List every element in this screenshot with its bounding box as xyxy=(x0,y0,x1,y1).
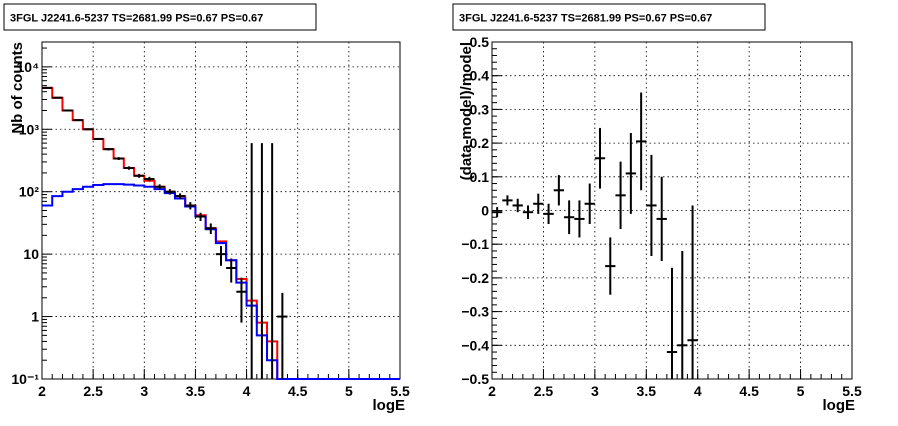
x-tick-label: 5.5 xyxy=(390,383,410,399)
counts-title: 3FGL J2241.6-5237 TS=2681.99 PS=0.67 PS=… xyxy=(10,13,263,25)
y-tick-label: 0.2 xyxy=(470,135,490,151)
x-tick-label: 2 xyxy=(38,383,46,399)
counts-title-box xyxy=(3,3,317,31)
y-tick-label: 0.3 xyxy=(470,101,490,117)
y-tick-label: 0 xyxy=(481,203,489,219)
y-tick-label: 10⁴ xyxy=(17,59,40,75)
residuals-series xyxy=(492,92,698,379)
x-tick-label: 4.5 xyxy=(288,383,308,399)
counts-plot-frame xyxy=(41,41,401,380)
y-tick-label: 0.5 xyxy=(470,34,490,50)
x-tick-label: 2 xyxy=(488,383,496,399)
residuals-y-axis-label: (data-model)/model xyxy=(458,42,475,180)
x-tick-label: 4.5 xyxy=(739,383,759,399)
x-tick-label: 5 xyxy=(797,383,805,399)
x-tick-label: 2.5 xyxy=(83,383,103,399)
x-tick-label: 5 xyxy=(345,383,353,399)
y-tick-label: 10³ xyxy=(19,121,40,137)
x-tick-label: 5.5 xyxy=(842,383,862,399)
y-tick-label: −0.5 xyxy=(461,371,489,387)
residuals-panel: 3FGL J2241.6-5237 TS=2681.99 PS=0.67 PS=… xyxy=(452,3,862,414)
y-tick-label: −0.3 xyxy=(461,304,489,320)
counts-series xyxy=(42,86,400,380)
residuals-title: 3FGL J2241.6-5237 TS=2681.99 PS=0.67 PS=… xyxy=(459,13,712,25)
y-tick-label: 10 xyxy=(23,246,39,262)
y-tick-label: −0.2 xyxy=(461,270,489,286)
y-tick-label: 0.1 xyxy=(470,169,490,185)
y-tick-label: 0.4 xyxy=(470,68,490,84)
counts-panel: 3FGL J2241.6-5237 TS=2681.99 PS=0.67 PS=… xyxy=(3,3,410,414)
y-tick-label: 10⁻¹ xyxy=(11,371,39,387)
source-model-histogram xyxy=(42,183,400,380)
y-tick-label: 10² xyxy=(19,184,40,200)
x-tick-label: 3 xyxy=(140,383,148,399)
residuals-x-axis-label: logE xyxy=(823,397,856,414)
x-tick-label: 4 xyxy=(243,383,251,399)
y-tick-label: 1 xyxy=(31,309,39,325)
counts-y-axis-label: Nb of counts xyxy=(9,42,26,134)
x-tick-label: 2.5 xyxy=(534,383,554,399)
y-tick-label: −0.4 xyxy=(461,337,489,353)
x-tick-label: 4 xyxy=(694,383,702,399)
x-tick-label: 3.5 xyxy=(186,383,206,399)
counts-x-axis-label: logE xyxy=(373,397,406,414)
residuals-ticks: 2 2.5 3 3.5 4 4.5 5 5.5 −0.5 −0.4 −0.3 −0.2 −0.1 0 0.1… xyxy=(461,34,862,399)
counts-ticks: 2 2.5 3 3.5 4 4.5 5 5.5 10⁻¹ 1 10 10² 10³ 10⁴ xyxy=(11,47,410,399)
residuals-title-box xyxy=(452,3,766,31)
x-tick-label: 3.5 xyxy=(637,383,657,399)
y-tick-label: −0.1 xyxy=(461,236,489,252)
counts-grid xyxy=(42,42,400,379)
x-tick-label: 3 xyxy=(591,383,599,399)
